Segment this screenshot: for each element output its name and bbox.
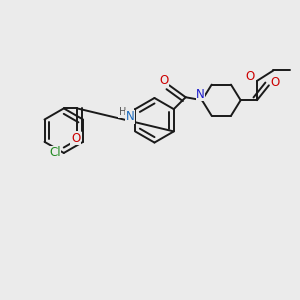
Text: O: O [270,76,279,89]
Text: O: O [246,70,255,83]
Text: Cl: Cl [49,146,61,160]
Text: O: O [71,132,80,145]
Text: N: N [126,110,134,123]
Text: O: O [159,74,169,87]
Text: N: N [196,88,205,101]
Text: H: H [119,107,126,118]
